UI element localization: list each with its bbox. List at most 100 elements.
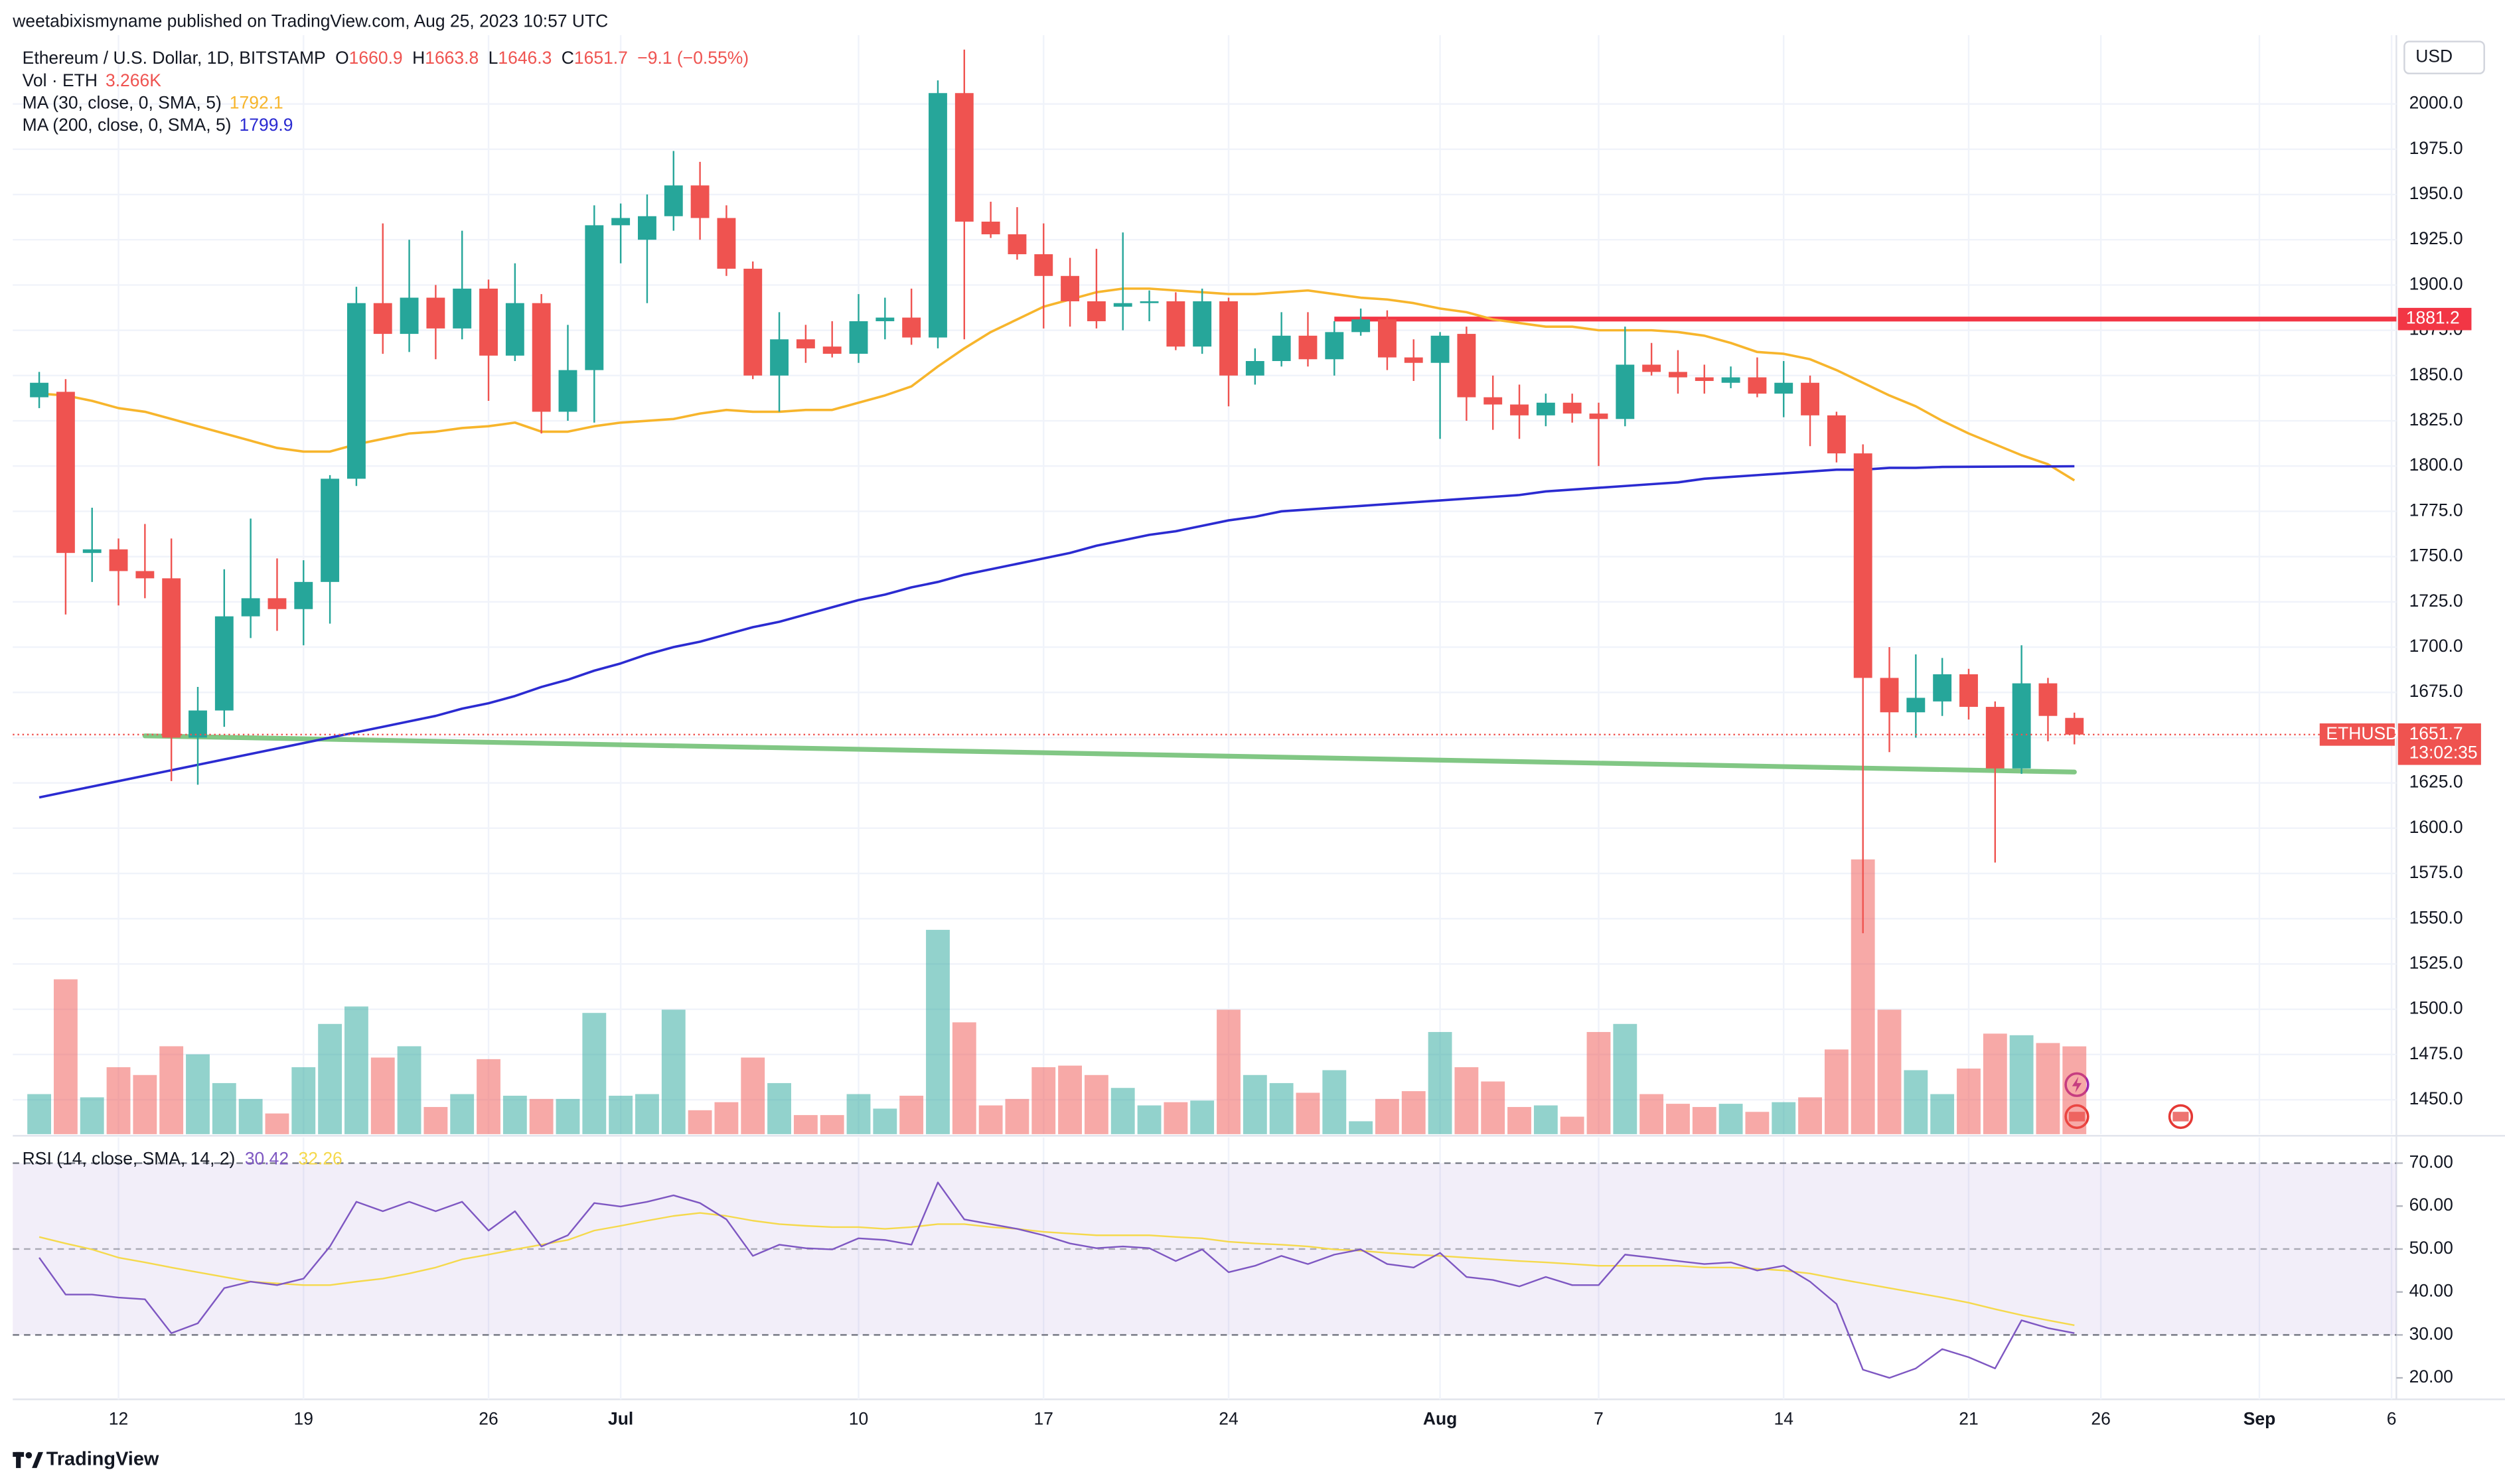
candle-body — [505, 303, 524, 356]
legend-ma-part: MA (30, close, 0, SMA, 5) — [23, 92, 222, 112]
rsi-tick-label: 50.00 — [2409, 1238, 2453, 1258]
x-tick-label: 21 — [1959, 1409, 1978, 1429]
candle-body — [426, 297, 445, 329]
legend-volume-part: Vol · ETH — [23, 70, 98, 90]
y-tick-label: 1925.0 — [2409, 228, 2463, 248]
y-tick-label: 1625.0 — [2409, 772, 2463, 792]
candle-body — [690, 185, 710, 218]
volume-bar — [529, 1098, 554, 1134]
legend-volume: Vol · ETH 3.266K — [23, 70, 162, 90]
candle-body — [796, 339, 815, 348]
legend-ma: MA (200, close, 0, SMA, 5) 1799.9 — [23, 115, 293, 135]
volume-bar — [978, 1105, 1003, 1134]
candle-body — [2012, 683, 2031, 769]
candle-body — [346, 303, 366, 479]
volume-bar — [767, 1082, 791, 1134]
volume-bar — [1269, 1082, 1294, 1134]
volume-bar — [212, 1082, 236, 1134]
candle-body — [1193, 301, 1212, 347]
volume-bar — [1613, 1023, 1637, 1134]
x-tick-label: 19 — [294, 1409, 313, 1429]
volume-bar — [159, 1046, 184, 1134]
legend-ma-part: MA (200, close, 0, SMA, 5) — [23, 115, 232, 135]
candle-body — [30, 382, 49, 398]
candle-body — [2065, 717, 2084, 735]
volume-bar — [397, 1046, 421, 1134]
volume-bar — [1718, 1104, 1743, 1134]
candle-body — [1589, 413, 1608, 419]
candle-body — [954, 93, 974, 222]
volume-bar — [344, 1006, 368, 1134]
candle-body — [1669, 372, 1687, 378]
volume-bar — [820, 1115, 844, 1134]
volume-bar — [873, 1108, 897, 1134]
candle-body — [532, 303, 551, 412]
volume-bar — [238, 1098, 263, 1134]
candle-body — [1008, 234, 1027, 255]
volume-bar — [2062, 1046, 2087, 1134]
volume-bar — [318, 1023, 342, 1134]
volume-bar — [1217, 1009, 1241, 1134]
candle-body — [267, 598, 287, 609]
candle-body — [1695, 377, 1714, 382]
volume-bar — [1666, 1104, 1690, 1134]
x-tick-label: 24 — [1219, 1409, 1238, 1429]
y-tick-label: 1675.0 — [2409, 681, 2463, 701]
candle-body — [321, 479, 340, 582]
candle-body — [1721, 377, 1740, 383]
rsi-tick-label: 40.00 — [2409, 1281, 2453, 1301]
volume-bar — [1454, 1067, 1479, 1134]
candle-body — [611, 218, 631, 226]
volume-bar — [1930, 1094, 1955, 1134]
candle-body — [1880, 678, 1899, 713]
brand-logo — [13, 1451, 43, 1468]
y-tick-label: 2000.0 — [2409, 93, 2463, 113]
candle-body — [1562, 402, 1582, 414]
y-tick-label: 1850.0 — [2409, 364, 2463, 384]
volume-bar — [1005, 1098, 1029, 1134]
rsi-tick-label: 30.00 — [2409, 1323, 2453, 1343]
level-tag — [2397, 307, 2472, 331]
candle-body — [56, 392, 75, 554]
candle-body — [82, 549, 102, 554]
volume-bar — [80, 1097, 104, 1134]
candle-body — [1245, 361, 1264, 376]
legend-main-part: L — [489, 48, 498, 68]
volume-bar — [556, 1098, 580, 1134]
candle-body — [1827, 415, 1846, 454]
candle-body — [1853, 453, 1872, 678]
volume-bar — [1745, 1112, 1770, 1134]
volume-bar — [370, 1057, 395, 1134]
y-tick-label: 1550.0 — [2409, 907, 2463, 927]
candle-body — [1140, 301, 1159, 303]
volume-bar — [2036, 1043, 2060, 1134]
candle-body — [1959, 674, 1978, 707]
currency-box[interactable] — [2403, 40, 2485, 74]
candle-body — [1933, 674, 1952, 702]
volume-bar — [926, 930, 950, 1134]
rsi-tick-label: 60.00 — [2409, 1195, 2453, 1215]
price-tag — [2397, 723, 2481, 765]
volume-bar — [2009, 1035, 2034, 1134]
y-tick-label: 1900.0 — [2409, 273, 2463, 293]
candle-body — [1616, 364, 1635, 419]
volume-bar — [1692, 1106, 1716, 1134]
candle-body — [1430, 335, 1450, 363]
volume-bar — [1110, 1088, 1135, 1134]
volume-bar — [609, 1095, 633, 1134]
y-tick-label: 1600.0 — [2409, 817, 2463, 837]
y-tick-label: 1450.0 — [2409, 1088, 2463, 1108]
candle-body — [1087, 301, 1106, 321]
volume-bar — [1349, 1121, 1373, 1134]
y-tick-label: 1725.0 — [2409, 591, 2463, 611]
legend-rsi-part: 32.26 — [299, 1148, 342, 1168]
candle-body — [189, 710, 207, 738]
volume-bar — [1983, 1033, 2007, 1134]
candle-body — [1642, 364, 1661, 372]
candle-body — [162, 578, 181, 738]
volume-bar — [899, 1095, 924, 1134]
volume-bar — [1824, 1049, 1849, 1134]
candle-body — [1404, 357, 1423, 363]
volume-bar — [661, 1009, 686, 1134]
